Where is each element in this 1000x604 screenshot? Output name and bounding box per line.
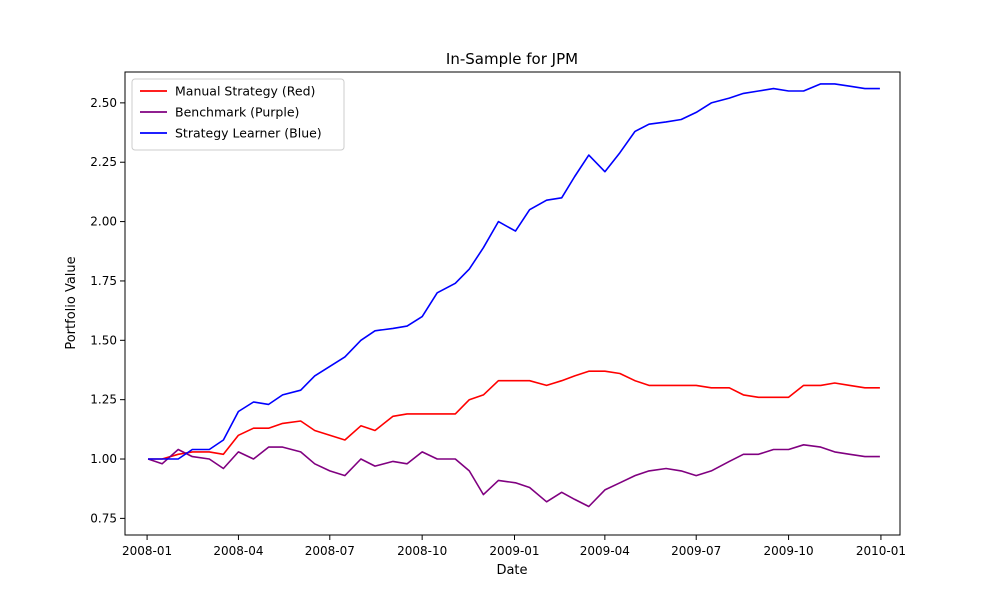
y-tick-label: 1.00 — [90, 452, 117, 466]
legend-label: Strategy Learner (Blue) — [175, 126, 322, 141]
x-tick-label: 2009-04 — [580, 544, 630, 558]
series-line-2 — [147, 443, 880, 508]
legend-label: Benchmark (Purple) — [175, 105, 299, 120]
x-tick-label: 2010-01 — [856, 544, 906, 558]
y-tick-label: 2.50 — [90, 96, 117, 110]
legend: Manual Strategy (Red) Benchmark (Purple) S… — [131, 78, 345, 151]
legend-box — [131, 78, 345, 151]
series-line-3 — [148, 83, 880, 460]
y-tick-label: 0.75 — [90, 511, 117, 525]
legend-label: Manual Strategy (Red) — [175, 84, 315, 99]
y-axis: 0.75 1.00 1.25 1.50 1.75 2.00 2.25 2.50 — [90, 96, 125, 525]
y-axis-label: Portfolio Value — [64, 256, 79, 349]
series-line-1 — [148, 370, 880, 460]
y-tick-label: 1.75 — [90, 274, 117, 288]
plot-frame — [124, 71, 901, 536]
series-group — [147, 83, 880, 508]
y-tick-label: 2.25 — [90, 155, 117, 169]
x-tick-label: 2009-10 — [763, 544, 813, 558]
y-tick-label: 1.25 — [90, 393, 117, 407]
y-tick-label: 2.00 — [90, 215, 117, 229]
x-tick-label: 2008-10 — [397, 544, 447, 558]
y-tick-label: 1.50 — [90, 333, 117, 347]
x-axis-label: Date — [496, 563, 527, 578]
x-axis: 2008-01 2008-04 2008-07 2008-10 2009-01 2009-… — [122, 535, 906, 558]
x-tick-label: 2009-01 — [489, 544, 539, 558]
x-tick-label: 2009-07 — [671, 544, 721, 558]
x-tick-label: 2008-04 — [213, 544, 263, 558]
x-tick-label: 2008-07 — [305, 544, 355, 558]
x-tick-label: 2008-01 — [122, 544, 172, 558]
chart-title: In-Sample for JPM — [446, 50, 578, 68]
